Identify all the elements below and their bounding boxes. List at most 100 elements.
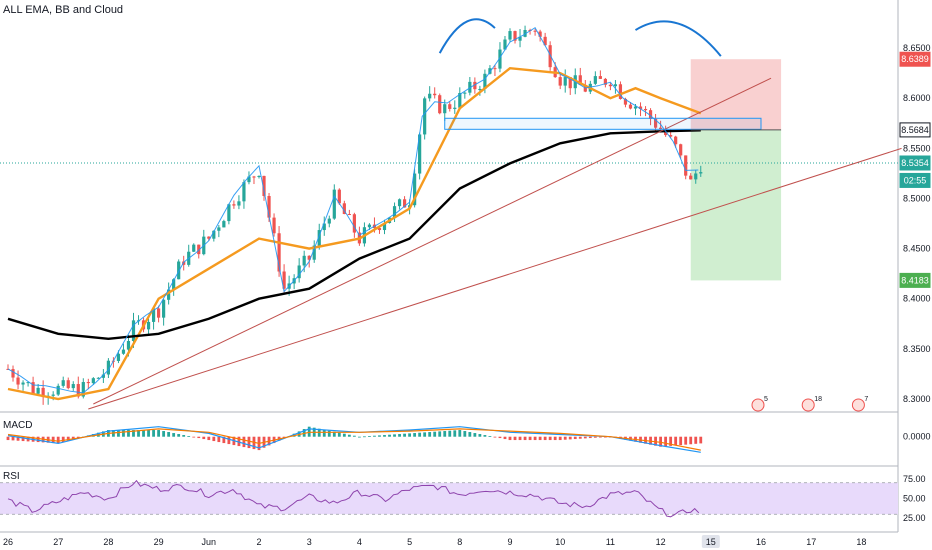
macd-histogram-bar <box>71 436 75 440</box>
time-label-highlight <box>701 535 720 548</box>
candle-body <box>508 31 512 40</box>
bollinger-mid-line <box>7 26 699 394</box>
macd-histogram-bar <box>558 436 562 441</box>
macd-histogram-bar <box>543 436 547 441</box>
candle-body <box>222 221 226 228</box>
trade-zones <box>0 59 898 281</box>
macd-histogram-bar <box>56 436 60 444</box>
event-marker-icon <box>851 398 865 412</box>
macd-histogram-bar <box>117 430 120 437</box>
candle-body <box>31 382 35 394</box>
time-tick-label: 26 <box>3 537 13 547</box>
macd-histogram-bar <box>51 436 55 444</box>
macd-histogram-bar <box>578 436 582 439</box>
candle-body <box>433 93 437 96</box>
macd-histogram-bar <box>172 433 176 437</box>
macd-histogram-bar <box>237 436 241 447</box>
candle-body <box>277 233 281 272</box>
event-marker-icon <box>751 398 765 412</box>
macd-histogram-bar <box>513 436 517 441</box>
candle-body <box>101 374 105 378</box>
ema-orange-line <box>7 66 702 401</box>
candle-body <box>192 244 196 252</box>
macd-histogram-bar <box>443 431 447 437</box>
candle-body <box>548 45 552 68</box>
time-tick-label: 17 <box>806 537 816 547</box>
candle-body <box>11 369 15 378</box>
macd-histogram-bar <box>337 432 341 437</box>
candle-body <box>598 76 602 79</box>
macd-tick-label: 0.0000 <box>903 432 931 442</box>
event-marker-icon <box>801 398 815 412</box>
candle-body <box>463 92 467 94</box>
candle-body <box>608 84 612 87</box>
candle-body <box>337 189 341 204</box>
candle-body <box>428 93 432 99</box>
candle-body <box>242 182 246 202</box>
drawings[interactable] <box>88 18 902 410</box>
macd-histogram-bar <box>192 436 196 438</box>
macd-histogram-bar <box>363 436 366 438</box>
macd-histogram-bar <box>167 432 171 437</box>
candle-body <box>382 223 387 231</box>
macd-histogram-bar <box>152 430 155 437</box>
price-tick-label: 8.3500 <box>903 344 931 354</box>
rsi-band <box>0 482 898 515</box>
candle-body <box>568 77 572 89</box>
rsi-label[interactable]: RSI <box>3 471 20 482</box>
macd-histogram-bar <box>699 436 703 444</box>
macd-histogram-bar <box>483 435 487 437</box>
macd-line <box>7 426 701 453</box>
time-tick-label: 29 <box>154 537 164 547</box>
candlesticks <box>6 25 703 405</box>
candle-body <box>473 81 477 90</box>
macd-histogram-bar <box>182 435 186 437</box>
candle-body <box>653 118 658 128</box>
candle-body <box>397 199 402 207</box>
candle-body <box>302 255 306 266</box>
candle-body <box>232 204 236 206</box>
candle-body <box>317 230 321 246</box>
event-markers[interactable]: 5 18 7 <box>751 396 868 412</box>
candle-body <box>503 39 507 50</box>
candle-body <box>41 387 45 398</box>
price-tag-label: 8.6389 <box>901 54 929 64</box>
macd-histogram-bar <box>207 436 211 441</box>
macd-histogram-bar <box>669 436 673 446</box>
rsi-tick-label: 50.00 <box>903 494 926 504</box>
macd-histogram-bar <box>242 436 246 448</box>
macd-histogram-bar <box>147 430 150 437</box>
macd-histogram-bar <box>127 430 130 437</box>
chart-title[interactable]: ALL EMA, BB and Cloud <box>3 4 124 16</box>
candle-body <box>423 98 427 135</box>
macd-histogram-bar <box>493 436 497 438</box>
macd-histogram-bar <box>508 436 512 441</box>
price-tick-label: 8.4000 <box>903 294 931 304</box>
candle-body <box>418 134 422 174</box>
rsi-tick-label: 75.00 <box>903 474 926 484</box>
macd-histogram-bar <box>679 436 683 446</box>
macd-histogram-bar <box>212 436 216 442</box>
macd-label[interactable]: MACD <box>3 420 33 431</box>
candle-body <box>578 75 582 85</box>
candle-body <box>689 175 693 180</box>
price-tag <box>899 272 931 288</box>
candle-body <box>347 214 351 216</box>
price-tag-label: 8.4183 <box>901 275 929 285</box>
candle-body <box>106 360 110 375</box>
grid <box>0 0 899 533</box>
time-tick-label: 4 <box>357 537 362 547</box>
candle-body <box>377 228 382 231</box>
candle-body <box>342 203 346 215</box>
candle-body <box>86 382 90 384</box>
candle-body <box>91 378 95 384</box>
macd-histogram-bar <box>593 436 597 438</box>
macd-histogram-bar <box>463 431 467 437</box>
macd-histogram-bar <box>428 432 432 437</box>
candle-body <box>538 31 542 37</box>
macd-histogram-bar <box>418 432 422 437</box>
price-tick-label: 8.5500 <box>903 143 931 153</box>
candle-body <box>257 175 261 177</box>
candle-body <box>327 218 331 224</box>
